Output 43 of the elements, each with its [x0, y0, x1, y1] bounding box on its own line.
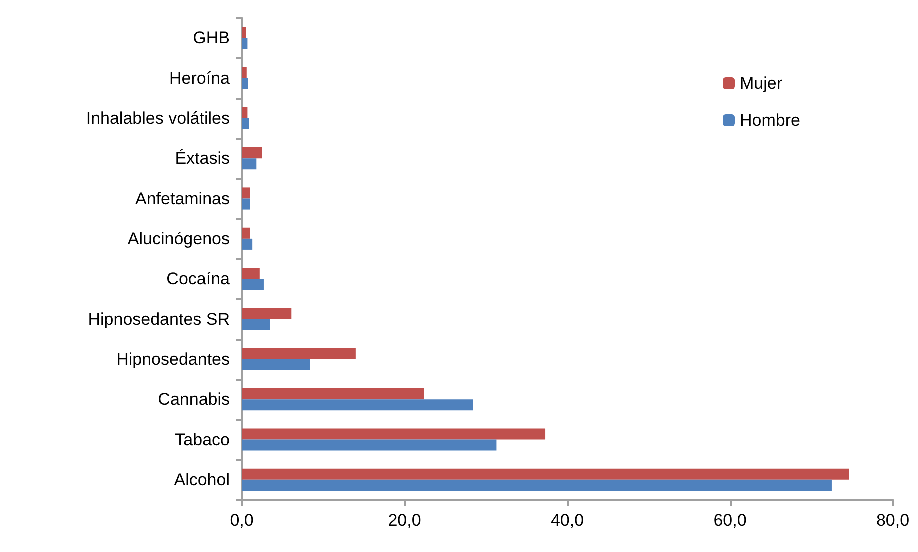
x-tick-label: 40,0 [550, 511, 584, 530]
bar [242, 38, 248, 50]
x-tick-label: 80,0 [876, 511, 910, 530]
x-tick-label: 20,0 [388, 511, 422, 530]
bar [242, 188, 250, 199]
bar [242, 359, 310, 370]
y-tick-label: Hipnosedantes SR [88, 310, 230, 329]
bar [242, 118, 250, 130]
y-tick-label: Anfetaminas [136, 189, 230, 208]
bar [242, 238, 253, 250]
x-tick-label: 0,0 [230, 511, 254, 530]
bar [242, 228, 250, 239]
y-tick-label: Cannabis [158, 390, 230, 410]
bar [242, 158, 257, 170]
bar [242, 480, 832, 491]
bar [242, 198, 250, 210]
bar [242, 468, 850, 480]
y-tick-label: GHB [193, 28, 230, 48]
y-tick-label: Éxtasis [175, 149, 230, 168]
y-tick-label: Heroína [170, 68, 231, 88]
y-tick-label: Hipnosedantes [116, 350, 230, 369]
y-tick-label: Cocaína [166, 270, 231, 289]
y-tick-label: Alucinógenos [128, 229, 230, 248]
bar [242, 428, 546, 440]
bar [242, 27, 246, 38]
bar [242, 319, 270, 330]
bar [242, 279, 264, 290]
legend-label: Mujer [740, 74, 783, 93]
bar [242, 348, 356, 360]
bar [242, 148, 262, 159]
x-tick-label: 60,0 [714, 511, 747, 530]
bar [242, 400, 474, 411]
bar [242, 67, 247, 78]
bar [242, 440, 497, 451]
bar [242, 107, 248, 118]
y-tick-label: Tabaco [175, 430, 230, 450]
bar [242, 308, 292, 320]
legend-label: Hombre [740, 111, 800, 130]
y-tick-label: Alcohol [174, 470, 230, 490]
y-tick-label: Inhalables volátiles [86, 108, 230, 128]
bar [242, 268, 260, 280]
bar [242, 78, 249, 90]
bar [242, 388, 424, 400]
